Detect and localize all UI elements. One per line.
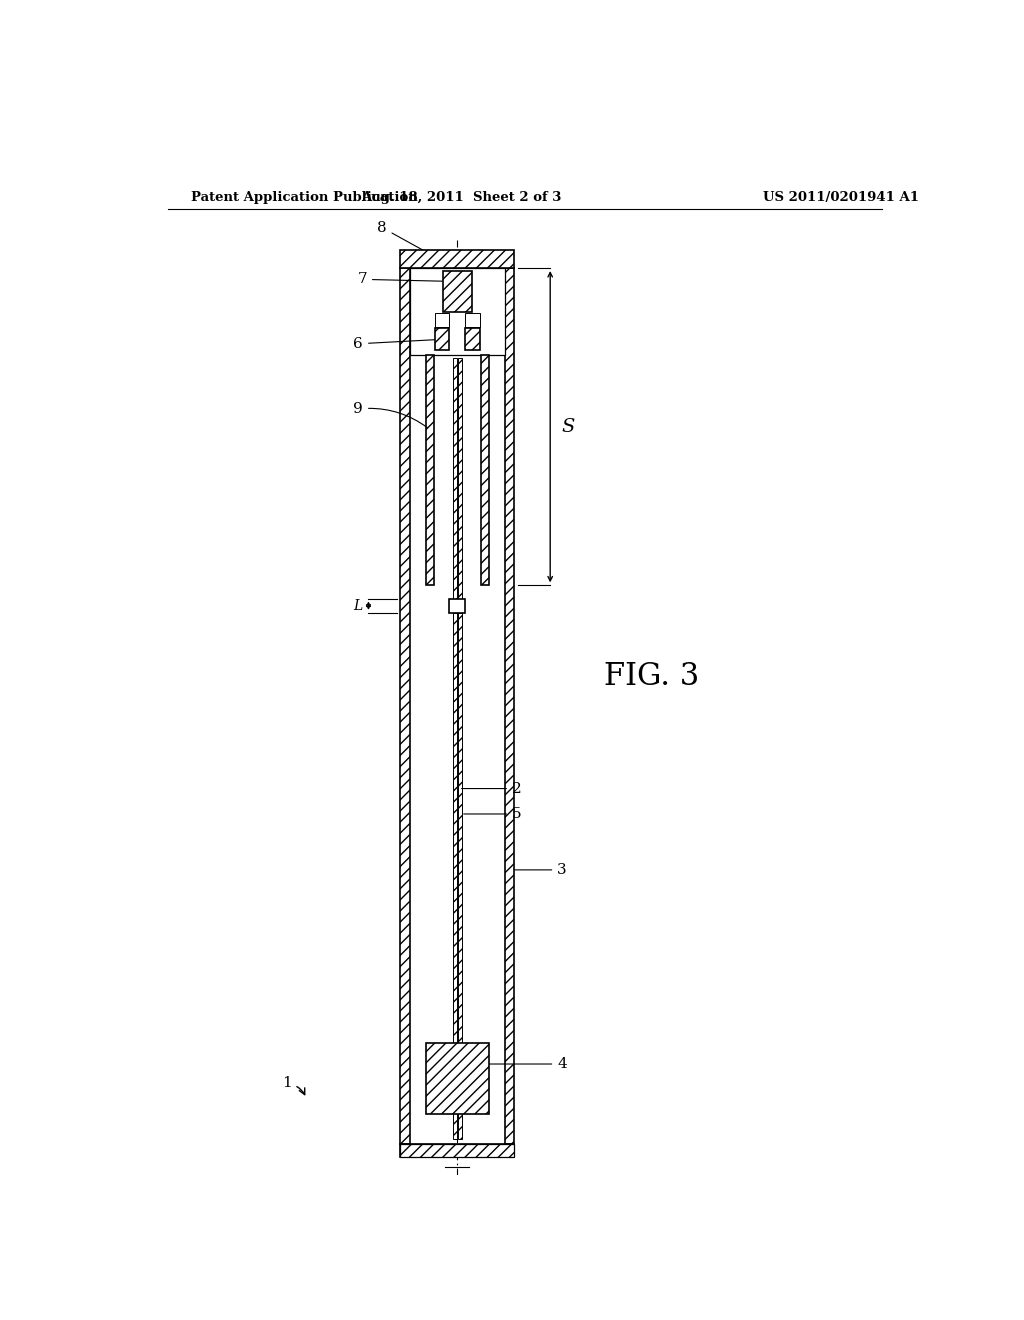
Bar [458, 358, 462, 598]
Bar [465, 329, 479, 351]
Text: 9: 9 [353, 403, 427, 428]
Text: Aug. 18, 2011  Sheet 2 of 3: Aug. 18, 2011 Sheet 2 of 3 [361, 190, 561, 203]
Bar [400, 249, 514, 268]
Bar [481, 355, 489, 585]
Bar [435, 329, 450, 351]
Text: 8: 8 [377, 220, 431, 255]
Text: 1: 1 [282, 1076, 305, 1094]
Text: Patent Application Publication: Patent Application Publication [191, 190, 418, 203]
Text: 5: 5 [464, 807, 521, 821]
Text: 6: 6 [353, 337, 439, 351]
Bar [426, 1043, 489, 1114]
Text: 3: 3 [514, 863, 567, 876]
Bar [458, 612, 462, 1139]
Bar [400, 1144, 514, 1156]
Bar [443, 271, 472, 312]
Text: 4: 4 [489, 1057, 567, 1071]
Bar [400, 1144, 514, 1156]
Text: S: S [561, 417, 574, 436]
Bar [410, 268, 505, 355]
Text: US 2011/0201941 A1: US 2011/0201941 A1 [763, 190, 919, 203]
Bar [453, 358, 457, 598]
Bar [450, 598, 465, 612]
Bar [453, 612, 457, 1139]
Bar [426, 355, 433, 585]
Bar [435, 313, 450, 327]
Text: 2: 2 [462, 781, 522, 796]
Bar [505, 268, 514, 1144]
Text: 7: 7 [357, 272, 449, 286]
Bar [400, 268, 410, 1144]
Text: FIG. 3: FIG. 3 [604, 661, 699, 692]
Bar [465, 313, 479, 327]
Text: L: L [352, 598, 361, 612]
